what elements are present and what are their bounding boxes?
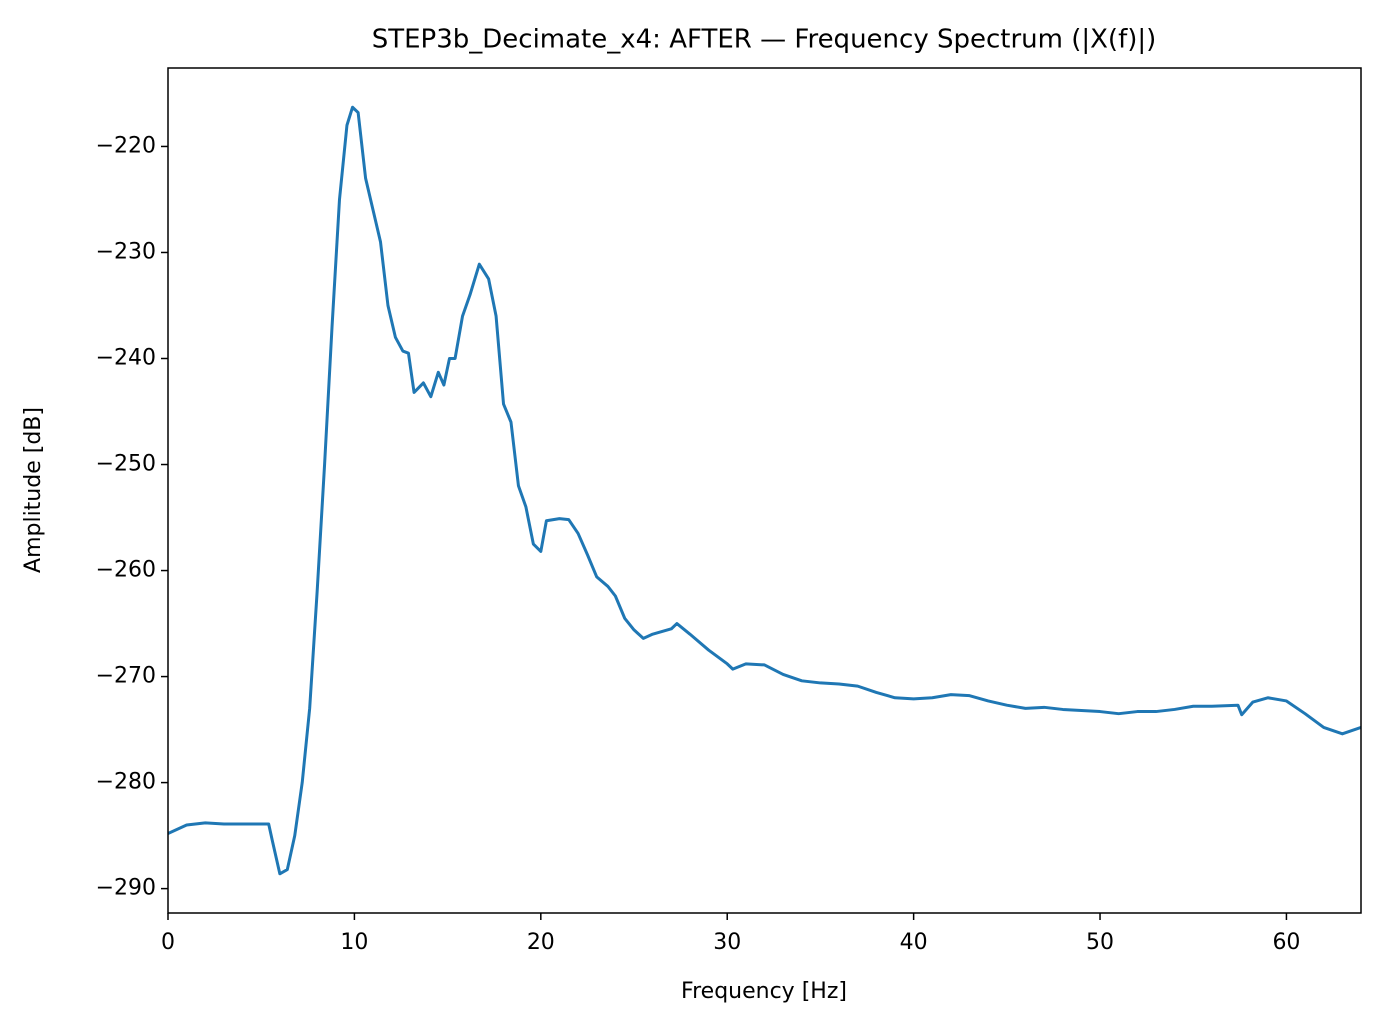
y-tick-label: −280 xyxy=(96,770,156,795)
x-tick-label: 40 xyxy=(900,930,928,955)
y-tick-label: −250 xyxy=(96,452,156,477)
data-line xyxy=(168,105,1361,876)
x-tick-label: 50 xyxy=(1086,930,1114,955)
x-tick-label: 0 xyxy=(161,930,175,955)
y-axis-label: Amplitude [dB] xyxy=(21,407,46,573)
chart-title: STEP3b_Decimate_x4: AFTER — Frequency Sp… xyxy=(372,25,1157,55)
x-tick-label: 20 xyxy=(527,930,555,955)
y-tick-label: −220 xyxy=(96,133,156,158)
x-tick-label: 10 xyxy=(340,930,368,955)
y-tick-label: −270 xyxy=(96,664,156,689)
y-tick-label: −260 xyxy=(96,558,156,583)
y-tick-label: −290 xyxy=(96,876,156,901)
x-tick-label: 30 xyxy=(713,930,741,955)
plot-frame xyxy=(167,67,1362,914)
x-axis-label: Frequency [Hz] xyxy=(681,979,847,1004)
x-tick-label: 60 xyxy=(1272,930,1300,955)
y-tick-label: −230 xyxy=(96,239,156,264)
y-tick-label: −240 xyxy=(96,346,156,371)
